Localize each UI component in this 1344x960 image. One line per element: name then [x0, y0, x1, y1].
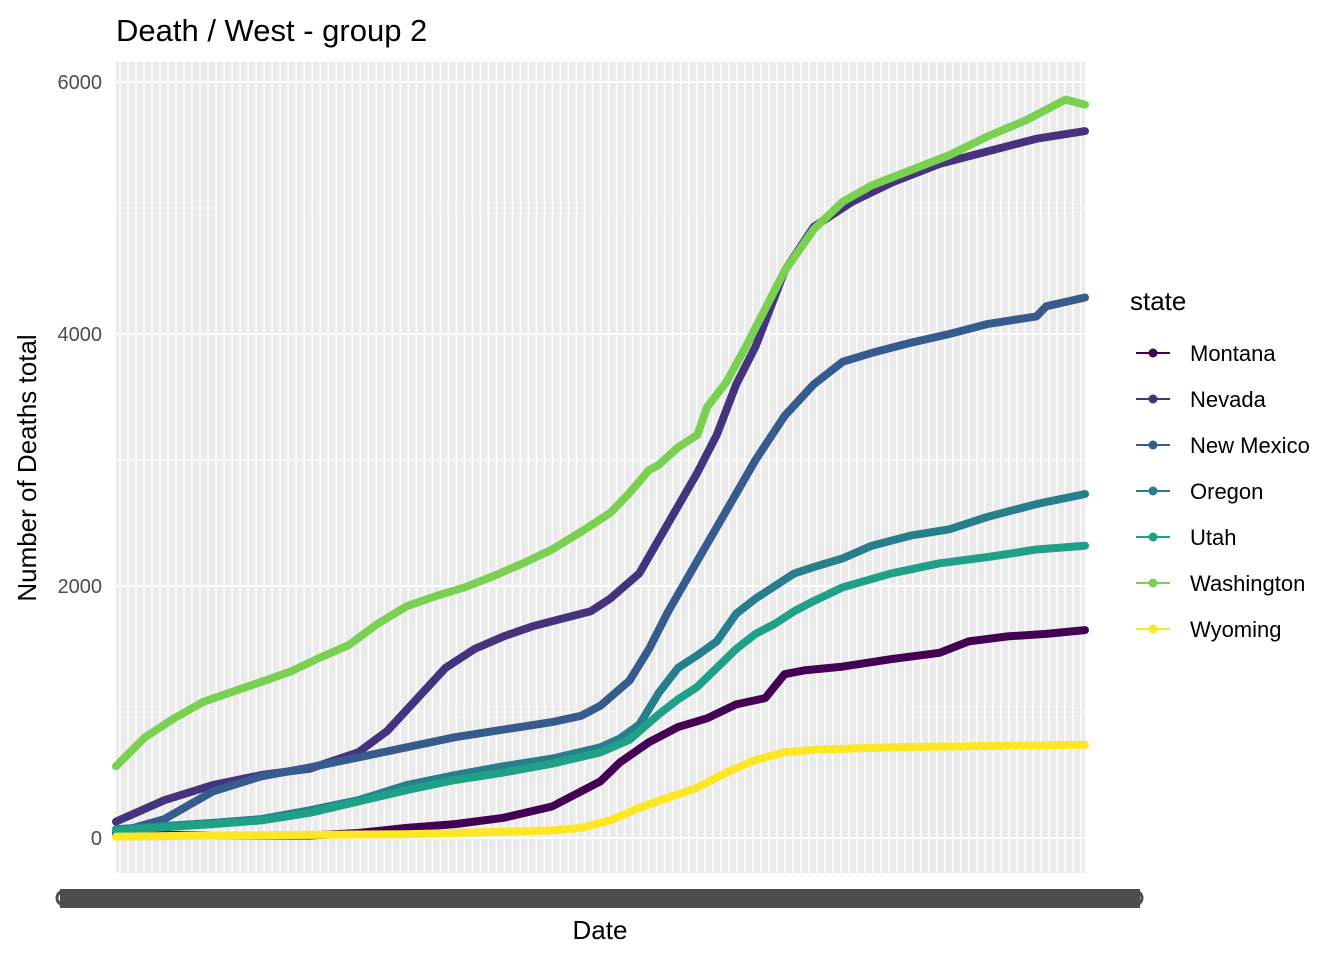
- legend-key-point-wyoming: [1148, 624, 1158, 634]
- legend-key-point-oregon: [1148, 486, 1158, 496]
- legend-label-wyoming: Wyoming: [1190, 617, 1282, 642]
- legend-label-washington: Washington: [1190, 571, 1305, 596]
- legend-label-utah: Utah: [1190, 525, 1236, 550]
- series-lines: [112, 95, 1089, 841]
- series-line-washington: [112, 95, 1089, 771]
- legend-key-point-washington: [1148, 578, 1158, 588]
- series-line-montana: [112, 626, 1089, 840]
- y-tick-label: 2000: [58, 576, 103, 598]
- legend-label-new-mexico: New Mexico: [1190, 433, 1310, 458]
- x-tick-labels-overplotted: [60, 889, 1140, 908]
- series-line-wyoming: [112, 740, 1089, 841]
- x-axis-ticks: [55, 889, 1144, 908]
- x-tick-label-edge: [55, 889, 73, 907]
- legend-key-point-utah: [1148, 532, 1158, 542]
- y-tick-label: 4000: [58, 324, 103, 346]
- legend-title: state: [1130, 286, 1186, 316]
- x-tick-label-edge: [1126, 889, 1144, 907]
- grid-lines: [116, 62, 1085, 873]
- x-axis-title: Date: [573, 915, 628, 945]
- series-line-utah: [112, 541, 1089, 835]
- legend-key-point-new-mexico: [1148, 440, 1158, 450]
- y-tick-label: 0: [91, 828, 102, 850]
- legend-label-oregon: Oregon: [1190, 479, 1263, 504]
- legend: Montana Nevada New Mexico Oregon Utah Washing…: [1136, 341, 1310, 642]
- y-axis-ticks: 0 2000 4000 6000: [58, 72, 103, 850]
- series-line-new-mexico: [112, 293, 1089, 837]
- legend-key-point-montana: [1148, 348, 1158, 358]
- y-tick-label: 6000: [58, 72, 103, 94]
- legend-label-montana: Montana: [1190, 341, 1276, 366]
- legend-key-point-nevada: [1148, 394, 1158, 404]
- chart-title: Death / West - group 2: [116, 13, 427, 48]
- y-axis-title: Number of Deaths total: [12, 334, 42, 601]
- legend-label-nevada: Nevada: [1190, 387, 1267, 412]
